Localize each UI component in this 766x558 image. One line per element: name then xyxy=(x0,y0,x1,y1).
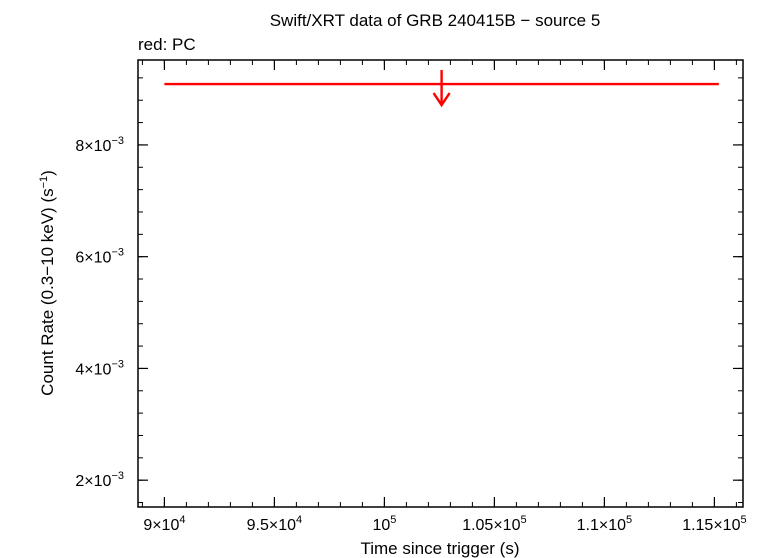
y-axis-label-main: Count Rate (0.3−10 keV) (s xyxy=(38,188,57,395)
ticks-layer xyxy=(138,60,743,507)
x-tick-label: 1.05×105 xyxy=(462,514,526,534)
y-tick-label: 6×10−3 xyxy=(75,247,124,267)
x-axis-label: Time since trigger (s) xyxy=(360,539,519,558)
y-tick-label-mantissa: 2×10 xyxy=(75,473,111,490)
x-tick-label-exponent: 4 xyxy=(179,514,185,526)
chart-subtitle: red: PC xyxy=(138,35,196,54)
y-tick-label-mantissa: 6×10 xyxy=(75,250,111,267)
y-tick-label: 2×10−3 xyxy=(75,470,124,490)
y-tick-label-mantissa: 4×10 xyxy=(75,361,111,378)
x-tick-label-mantissa: 9×10 xyxy=(143,517,179,534)
x-tick-label: 1.1×105 xyxy=(577,514,633,534)
plot-frame xyxy=(137,59,744,508)
y-axis-label-sup: −1 xyxy=(38,176,50,189)
x-tick-label-exponent: 5 xyxy=(626,514,632,526)
x-tick-label-mantissa: 1.15×10 xyxy=(682,517,740,534)
x-tick-label-mantissa: 1.1×10 xyxy=(577,517,626,534)
y-tick-label-exponent: −3 xyxy=(111,358,124,370)
x-tick-label: 105 xyxy=(372,514,396,534)
x-tick-label-exponent: 4 xyxy=(296,514,302,526)
y-axis-label: Count Rate (0.3−10 keV) (s−1) xyxy=(38,170,57,396)
y-tick-label: 4×10−3 xyxy=(75,358,124,378)
y-tick-label-mantissa: 8×10 xyxy=(75,138,111,155)
x-tick-label-exponent: 5 xyxy=(520,514,526,526)
data-layer xyxy=(164,70,719,108)
y-tick-label-exponent: −3 xyxy=(111,470,124,482)
x-tick-label: 9.5×104 xyxy=(247,514,303,534)
x-tick-label-mantissa: 10 xyxy=(372,517,390,534)
x-tick-label-exponent: 5 xyxy=(740,514,746,526)
y-tick-label: 8×10−3 xyxy=(75,135,124,155)
x-tick-label-mantissa: 9.5×10 xyxy=(247,517,296,534)
upper-limit-arrow-head xyxy=(432,92,451,108)
y-tick-label-exponent: −3 xyxy=(111,247,124,259)
y-tick-label-exponent: −3 xyxy=(111,135,124,147)
x-tick-label-mantissa: 1.05×10 xyxy=(462,517,520,534)
x-tick-label-exponent: 5 xyxy=(390,514,396,526)
chart-title: Swift/XRT data of GRB 240415B − source 5 xyxy=(270,11,601,30)
x-tick-label: 1.15×105 xyxy=(682,514,746,534)
tick-labels-layer: 9×104 9.5×104 105 1.05×105 1.1×105 1.15×1052×… xyxy=(75,135,746,534)
y-axis-label-end: ) xyxy=(38,170,57,176)
x-tick-label: 9×104 xyxy=(143,514,185,534)
upper-limit-point xyxy=(164,70,719,108)
